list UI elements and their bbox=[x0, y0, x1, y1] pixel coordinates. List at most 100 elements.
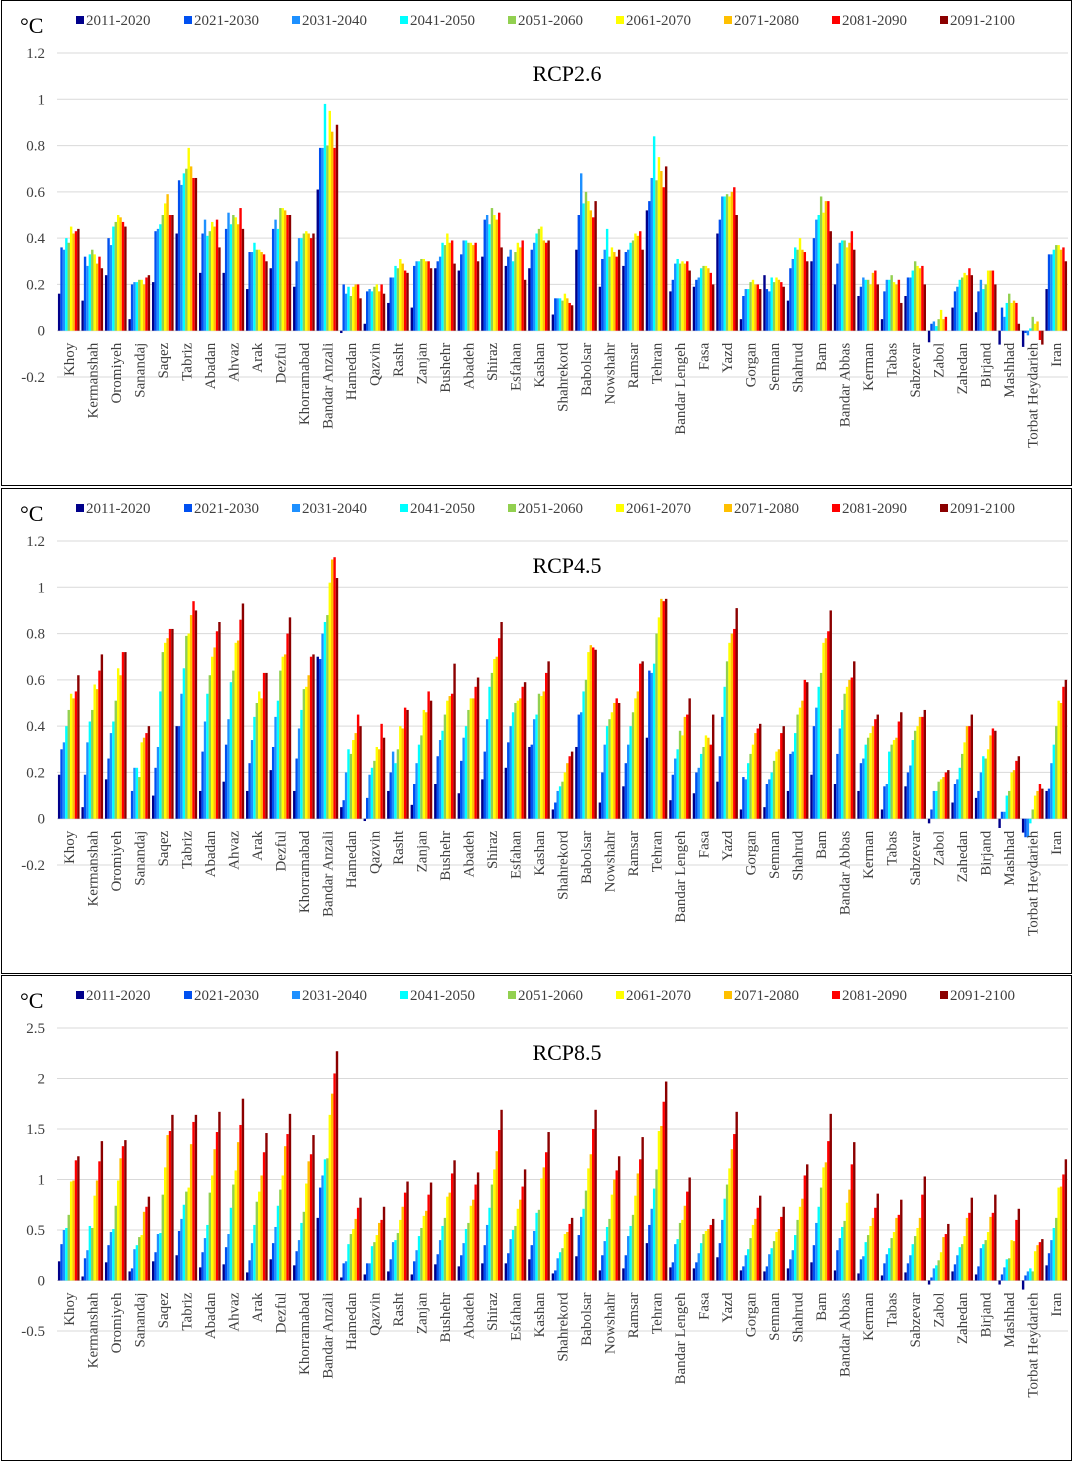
x-tick-label: Kashan bbox=[532, 1292, 548, 1337]
bar bbox=[83, 256, 87, 331]
bar bbox=[262, 672, 266, 819]
bar bbox=[605, 1226, 609, 1281]
bar bbox=[563, 293, 567, 331]
bar bbox=[721, 716, 724, 819]
bar bbox=[535, 233, 538, 331]
bar bbox=[135, 767, 139, 819]
bar bbox=[770, 1248, 773, 1281]
bar bbox=[838, 728, 842, 819]
bar bbox=[540, 1178, 543, 1281]
bar bbox=[970, 1197, 974, 1281]
bar bbox=[989, 270, 992, 331]
bar bbox=[422, 1215, 426, 1281]
bar bbox=[124, 1140, 127, 1281]
bar bbox=[124, 652, 127, 819]
bar bbox=[927, 818, 931, 824]
bar bbox=[857, 790, 860, 819]
bar bbox=[401, 1206, 404, 1281]
x-tick-label: Shahrekord bbox=[556, 830, 572, 900]
bar bbox=[718, 219, 722, 331]
bar bbox=[617, 249, 621, 331]
bar bbox=[575, 746, 578, 819]
bar bbox=[751, 744, 755, 819]
bar bbox=[514, 703, 517, 819]
bar bbox=[721, 196, 724, 331]
bar bbox=[434, 1264, 437, 1281]
bar bbox=[253, 1224, 256, 1281]
bar bbox=[794, 1235, 797, 1281]
bar bbox=[1000, 1274, 1004, 1281]
bar bbox=[396, 749, 400, 819]
bar bbox=[215, 1132, 219, 1281]
bar bbox=[810, 1262, 813, 1281]
bar bbox=[711, 714, 715, 819]
bar bbox=[1005, 1259, 1009, 1281]
bar bbox=[669, 1267, 672, 1281]
bar bbox=[1047, 788, 1051, 819]
bar bbox=[269, 770, 272, 819]
bar bbox=[848, 1189, 851, 1281]
bar bbox=[135, 282, 139, 331]
bar bbox=[415, 261, 418, 331]
bar bbox=[906, 772, 910, 819]
bar bbox=[1021, 1280, 1025, 1290]
x-tick-label: Bam bbox=[814, 342, 830, 371]
bar bbox=[636, 691, 640, 819]
bar bbox=[728, 642, 731, 819]
bar bbox=[1010, 1240, 1013, 1281]
bar bbox=[95, 263, 99, 331]
bar bbox=[483, 1245, 486, 1281]
bar bbox=[965, 275, 969, 331]
bar bbox=[151, 795, 155, 819]
bar bbox=[888, 751, 891, 819]
legend-swatch bbox=[76, 16, 84, 24]
x-tick-label: Kermanshah bbox=[85, 1292, 101, 1368]
bar bbox=[410, 307, 414, 331]
bar bbox=[60, 247, 63, 331]
x-tick-label: Bandar Lengeh bbox=[673, 342, 689, 435]
bar bbox=[610, 712, 614, 819]
bar bbox=[624, 252, 628, 331]
bar bbox=[185, 635, 188, 819]
bar bbox=[394, 1240, 397, 1281]
bar bbox=[413, 1261, 416, 1281]
bar bbox=[293, 286, 296, 331]
bar bbox=[246, 289, 249, 331]
bar bbox=[772, 282, 776, 331]
bar bbox=[359, 726, 362, 819]
bar bbox=[850, 677, 854, 819]
bar bbox=[558, 786, 562, 819]
bar bbox=[521, 686, 524, 819]
bar bbox=[1064, 1159, 1068, 1281]
bar bbox=[528, 746, 531, 819]
bar bbox=[1015, 760, 1018, 819]
bar bbox=[678, 730, 682, 819]
bar bbox=[540, 226, 543, 331]
bar bbox=[798, 1206, 802, 1281]
x-tick-label: Hamedan bbox=[344, 830, 360, 888]
bar bbox=[74, 1160, 78, 1281]
bar bbox=[60, 749, 63, 819]
legend-swatch bbox=[724, 504, 732, 512]
x-tick-label: Saqez bbox=[156, 1292, 172, 1328]
bar bbox=[777, 749, 781, 819]
bar bbox=[728, 1168, 731, 1281]
bar bbox=[189, 1144, 193, 1281]
x-tick-label: Shiraz bbox=[485, 342, 501, 381]
bar bbox=[246, 1272, 249, 1281]
x-tick-label: Gorgan bbox=[744, 342, 760, 387]
bar bbox=[909, 277, 912, 331]
bar bbox=[876, 714, 879, 819]
y-tick-label: 0.6 bbox=[26, 185, 45, 201]
bar bbox=[688, 1177, 691, 1281]
bar bbox=[678, 1222, 682, 1281]
legend-label: 2081-2090 bbox=[842, 501, 907, 517]
bar bbox=[260, 252, 263, 331]
bar bbox=[582, 691, 585, 819]
x-tick-label: Torbat Heydarieh bbox=[1026, 342, 1042, 448]
bar bbox=[321, 633, 324, 819]
bar bbox=[140, 279, 143, 331]
bar bbox=[342, 1263, 345, 1281]
bar bbox=[624, 1255, 628, 1281]
bar bbox=[603, 249, 606, 331]
